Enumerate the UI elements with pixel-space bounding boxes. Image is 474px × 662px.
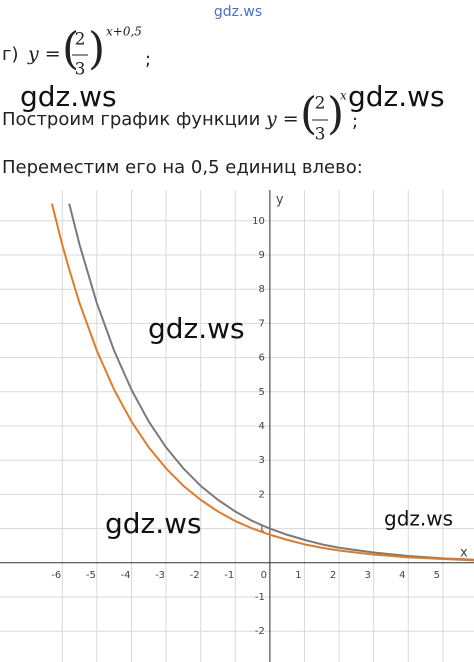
curve (50, 203, 474, 562)
x-tick-label: 0 (261, 570, 267, 581)
paren: ( (300, 89, 317, 140)
numerator: 2 (315, 94, 326, 114)
x-tick-label: -5 (86, 570, 96, 581)
y-tick-label: 2 (258, 489, 264, 500)
denominator: 3 (315, 125, 326, 145)
paren: ) (327, 89, 344, 140)
watermark: gdz.ws (348, 80, 445, 113)
x-tick-label: -1 (224, 570, 234, 581)
punct: ; (145, 49, 151, 70)
watermark: gdz.ws (105, 507, 202, 540)
x-tick-label: 5 (434, 570, 440, 581)
formula: y = (265, 108, 299, 130)
y-tick-label: 5 (258, 387, 264, 398)
item-label: г) (2, 44, 18, 65)
y-tick-label: 3 (258, 455, 264, 466)
formula: y = (27, 43, 61, 65)
watermark: gdz.ws (20, 80, 117, 113)
watermark: gdz.ws (214, 4, 262, 20)
punct: ; (352, 111, 358, 132)
chart: -6 -5 -4 -3 -2 -1 0 1 2 3 4 5 -2 -1 1 2 3 4 5 6 7 8 9 10 x y (0, 190, 474, 662)
y-tick-label: 8 (258, 284, 264, 295)
y-tick-label: 9 (258, 250, 264, 261)
text-line: Построим график функции (2, 109, 260, 130)
y-tick-label: 4 (258, 421, 264, 432)
paren: ( (62, 24, 79, 75)
x-tick-label: -2 (190, 570, 200, 581)
x-tick-label: 1 (295, 570, 301, 581)
watermark: gdz.ws (148, 312, 245, 345)
exponent: x (340, 89, 347, 103)
y-tick-label: -2 (255, 626, 265, 637)
x-tick-label: -4 (120, 570, 130, 581)
exponent: x+0,5 (106, 25, 142, 39)
y-tick-label: 10 (252, 216, 265, 227)
denominator: 3 (75, 60, 86, 80)
x-tick-label: 2 (330, 570, 336, 581)
watermark: gdz.ws (384, 507, 453, 531)
x-tick-label: 3 (364, 570, 370, 581)
y-tick-label: 6 (258, 353, 264, 364)
y-tick-label: 1 (258, 524, 264, 535)
numerator: 2 (75, 30, 86, 50)
y-axis-label: y (276, 193, 284, 208)
x-tick-label: -3 (155, 570, 165, 581)
y-tick-label: -1 (255, 592, 265, 603)
curve (68, 203, 474, 561)
y-tick-label: 7 (258, 318, 264, 329)
x-tick-label: -6 (51, 570, 61, 581)
x-tick-label: 4 (399, 570, 405, 581)
text-line: Переместим его на 0,5 единиц влево: (2, 157, 363, 178)
paren: ) (88, 24, 105, 75)
x-axis-label: x (460, 545, 468, 560)
